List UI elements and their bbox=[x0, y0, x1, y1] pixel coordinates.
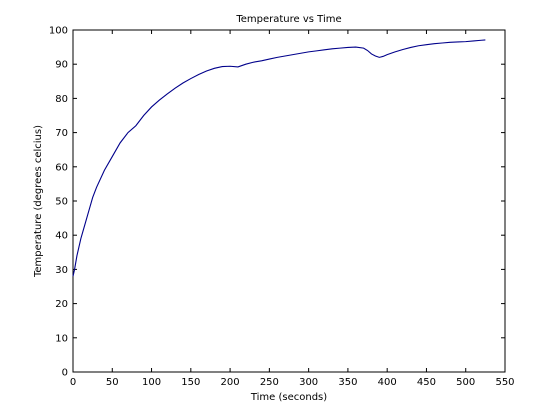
x-tick-label: 150 bbox=[181, 377, 200, 388]
y-tick-label: 40 bbox=[55, 231, 68, 242]
x-tick-label: 350 bbox=[338, 377, 357, 388]
x-tick-label: 200 bbox=[221, 377, 240, 388]
y-tick-label: 10 bbox=[55, 333, 68, 344]
y-axis-ticks: 0 10 20 30 40 50 60 70 80 90 100 bbox=[49, 26, 505, 379]
x-tick-label: 400 bbox=[378, 377, 397, 388]
y-tick-label: 70 bbox=[55, 128, 68, 139]
x-tick-label: 100 bbox=[142, 377, 161, 388]
x-tick-label: 450 bbox=[417, 377, 436, 388]
y-tick-label: 30 bbox=[55, 265, 68, 276]
x-tick-label: 500 bbox=[456, 377, 475, 388]
series-line bbox=[72, 39, 486, 277]
y-tick-label: 50 bbox=[55, 197, 68, 208]
y-axis-label: Temperature (degrees celcius) bbox=[33, 125, 44, 278]
y-tick-label: 90 bbox=[55, 60, 68, 71]
x-axis-label: Time (seconds) bbox=[250, 392, 327, 403]
y-tick-label: 20 bbox=[55, 299, 68, 310]
x-tick-label: 550 bbox=[495, 377, 514, 388]
x-tick-label: 300 bbox=[299, 377, 318, 388]
x-axis-ticks: 0 50 100 150 200 250 300 350 400 450 500 550 bbox=[70, 30, 515, 388]
x-tick-label: 0 bbox=[70, 377, 76, 388]
y-tick-label: 80 bbox=[55, 94, 68, 105]
x-tick-label: 250 bbox=[260, 377, 279, 388]
chart-title: Temperature vs Time bbox=[235, 14, 341, 25]
y-tick-label: 100 bbox=[49, 26, 68, 37]
x-tick-label: 50 bbox=[106, 377, 119, 388]
y-tick-label: 0 bbox=[62, 368, 68, 379]
y-tick-label: 60 bbox=[55, 162, 68, 173]
